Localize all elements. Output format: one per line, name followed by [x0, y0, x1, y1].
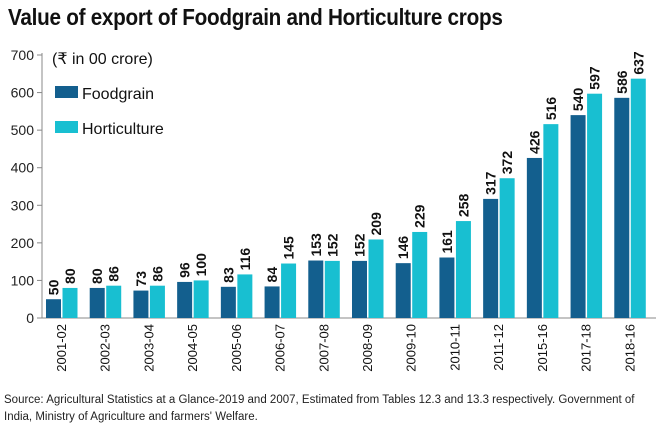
x-tick-label: 2009-10: [404, 324, 419, 372]
data-label-foodgrain: 83: [220, 267, 236, 283]
data-label-foodgrain: 426: [526, 130, 542, 154]
data-label-horticulture: 209: [368, 212, 384, 236]
bar-horticulture: [193, 280, 209, 318]
legend-swatch-horticulture: [55, 121, 78, 133]
data-label-foodgrain: 96: [177, 262, 193, 278]
data-label-horticulture: 86: [149, 266, 165, 282]
bar-foodgrain: [395, 263, 411, 318]
bar-horticulture: [499, 178, 515, 318]
x-tick-label: 2015-16: [535, 324, 550, 372]
bar-foodgrain: [352, 260, 367, 318]
bar-horticulture: [630, 78, 646, 318]
data-label-horticulture: 516: [543, 97, 559, 121]
data-label-foodgrain: 73: [133, 271, 149, 287]
y-tick-label: 200: [11, 235, 35, 251]
bar-horticulture: [368, 239, 384, 318]
bar-horticulture: [281, 263, 297, 318]
bar-foodgrain: [264, 286, 280, 318]
data-label-horticulture: 86: [106, 266, 122, 282]
data-label-foodgrain: 153: [308, 233, 324, 257]
data-label-horticulture: 372: [499, 151, 515, 175]
data-label-horticulture: 100: [193, 253, 209, 277]
legend-label-foodgrain: Foodgrain: [82, 86, 154, 103]
x-tick-label: 2008-09: [360, 324, 375, 372]
x-tick-label: 2006-07: [273, 324, 288, 372]
x-tick-label: 2004-05: [185, 324, 200, 372]
bar-foodgrain: [526, 157, 542, 318]
y-tick-label: 500: [11, 122, 35, 138]
bar-foodgrain: [614, 97, 630, 319]
y-tick-label: 300: [11, 197, 35, 213]
bar-horticulture: [237, 274, 253, 318]
x-tick-label: 2007-08: [316, 324, 331, 372]
x-tick-label: 2011-12: [491, 324, 506, 371]
y-tick-label: 600: [11, 85, 35, 101]
bar-foodgrain: [46, 299, 61, 318]
bar-chart: 0 100 200 300 400 500 600 700 (₹ in 00 crore) Foo…: [11, 47, 656, 372]
bar-horticulture: [412, 231, 428, 318]
data-label-horticulture: 229: [412, 204, 428, 228]
data-label-horticulture: 637: [630, 51, 646, 75]
data-label-foodgrain: 540: [570, 88, 586, 112]
data-label-foodgrain: 152: [352, 233, 368, 257]
bar-horticulture: [455, 221, 471, 318]
chart-title: Value of export of Foodgrain and Horticu…: [8, 4, 503, 30]
data-label-foodgrain: 84: [264, 267, 280, 283]
data-label-foodgrain: 586: [614, 70, 630, 94]
unit-label: (₹ in 00 crore): [52, 51, 153, 68]
bar-foodgrain: [177, 281, 193, 318]
data-label-foodgrain: 317: [483, 171, 499, 195]
data-label-horticulture: 152: [324, 233, 340, 257]
bar-foodgrain: [220, 286, 236, 318]
x-tick-label: 2001-02: [54, 324, 69, 372]
bar-horticulture: [62, 287, 78, 318]
y-tick-label: 700: [11, 47, 35, 63]
data-label-foodgrain: 146: [395, 236, 411, 260]
x-tick-label: 2005-06: [229, 324, 244, 372]
x-tick-label: 2003-04: [141, 324, 156, 372]
x-tick-label: 2002-03: [98, 324, 113, 372]
data-label-foodgrain: 50: [46, 279, 62, 295]
y-tick-label: 0: [26, 310, 34, 326]
y-tick-label: 400: [11, 160, 35, 176]
bar-foodgrain: [308, 260, 324, 318]
source-note: Source: Agricultural Statistics at a Gla…: [4, 394, 635, 423]
bar-horticulture: [324, 260, 340, 318]
data-label-horticulture: 258: [455, 193, 471, 217]
data-label-foodgrain: 80: [89, 268, 105, 284]
x-tick-label: 2017-18: [579, 324, 594, 372]
bar-foodgrain: [439, 257, 455, 318]
x-tick-label: 2018-16: [622, 324, 637, 372]
data-label-horticulture: 116: [237, 248, 253, 271]
bar-horticulture: [106, 285, 122, 318]
bar-foodgrain: [89, 287, 105, 318]
legend-label-horticulture: Horticulture: [82, 121, 164, 138]
data-label-horticulture: 145: [281, 236, 297, 260]
data-label-horticulture: 80: [62, 268, 78, 284]
y-tick-label: 100: [11, 272, 35, 288]
data-label-horticulture: 597: [587, 66, 603, 90]
x-tick-label: 2010-11: [447, 324, 462, 371]
data-label-foodgrain: 161: [439, 230, 455, 254]
bar-foodgrain: [483, 198, 499, 318]
bar-horticulture: [587, 93, 603, 318]
legend-swatch-foodgrain: [55, 86, 78, 98]
bar-horticulture: [543, 124, 559, 318]
bar-foodgrain: [133, 290, 149, 318]
bar-foodgrain: [570, 115, 586, 318]
bar-horticulture: [149, 285, 165, 318]
